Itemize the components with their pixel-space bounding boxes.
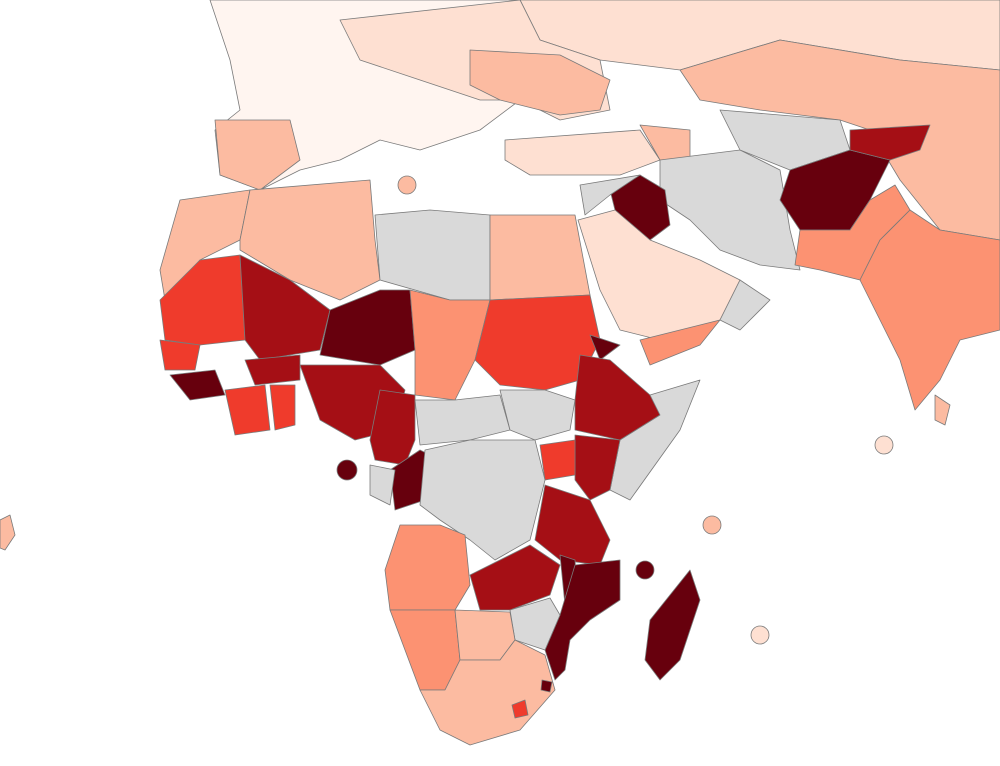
region-egypt xyxy=(489,214,591,301)
region-ukraine xyxy=(469,49,611,116)
region-madagascar xyxy=(644,569,701,681)
region-india xyxy=(859,209,1000,411)
island-malta xyxy=(397,175,417,195)
region-central-asia xyxy=(679,39,1000,241)
region-ghana xyxy=(269,384,296,431)
island-maldives xyxy=(874,435,894,455)
region-burkina xyxy=(244,354,301,386)
region-ivory-coast xyxy=(224,384,271,436)
region-gabon xyxy=(369,464,396,506)
region-mali xyxy=(239,254,331,361)
region-sudan xyxy=(474,294,601,391)
island-sao-tome xyxy=(336,459,358,481)
region-south-sudan xyxy=(499,389,576,441)
region-lesotho xyxy=(511,699,529,719)
region-guinea xyxy=(169,369,226,401)
region-chad xyxy=(409,289,491,401)
region-south-africa xyxy=(419,639,556,746)
region-drc xyxy=(419,439,546,561)
island-seychelles xyxy=(702,515,722,535)
island-mauritius xyxy=(750,625,770,645)
region-oman xyxy=(719,279,771,331)
region-eswatini xyxy=(540,679,553,693)
region-somalia xyxy=(609,379,701,501)
region-tajikistan xyxy=(849,124,931,161)
region-angola xyxy=(384,524,471,611)
region-algeria xyxy=(239,179,381,301)
island-sri-lanka xyxy=(934,394,951,426)
island-cape-verde xyxy=(0,514,16,551)
region-yemen xyxy=(639,319,721,366)
region-iberia xyxy=(214,119,301,191)
region-syria xyxy=(579,174,641,216)
region-turkey xyxy=(504,129,661,176)
region-zambia xyxy=(469,544,561,611)
region-senegal xyxy=(159,339,201,371)
island-comoros xyxy=(635,560,655,580)
region-eritrea xyxy=(589,334,621,361)
region-iran xyxy=(659,149,801,271)
region-uganda xyxy=(539,439,576,481)
